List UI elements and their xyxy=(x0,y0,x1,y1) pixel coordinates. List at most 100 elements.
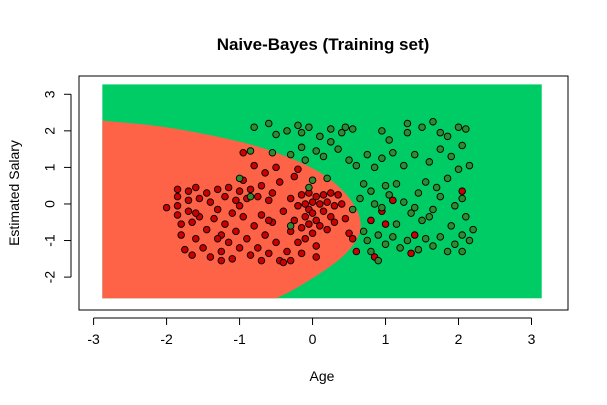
data-point-class-0 xyxy=(290,216,299,225)
data-point-class-1 xyxy=(250,123,258,131)
data-point-class-1 xyxy=(414,245,423,254)
data-point-class-1 xyxy=(283,127,291,135)
data-point-class-0 xyxy=(213,234,222,243)
x-axis-label: Age xyxy=(310,368,335,384)
data-point-class-1 xyxy=(348,205,357,214)
data-point-class-0 xyxy=(312,192,320,201)
y-tick-label: 2 xyxy=(42,127,58,135)
x-tick-label: 2 xyxy=(455,331,463,347)
data-point-class-1 xyxy=(410,203,419,212)
data-point-class-0 xyxy=(312,253,320,261)
data-point-class-1 xyxy=(407,209,415,217)
data-point-class-0 xyxy=(308,198,317,206)
data-point-class-1 xyxy=(418,123,426,131)
data-point-class-1 xyxy=(458,141,466,150)
data-point-class-1 xyxy=(367,247,375,256)
data-point-class-0 xyxy=(327,189,335,197)
data-point-class-0 xyxy=(221,192,229,201)
data-point-class-0 xyxy=(279,207,288,216)
data-point-class-1 xyxy=(458,231,466,239)
data-point-class-0 xyxy=(312,242,320,250)
data-point-class-1 xyxy=(454,165,463,173)
data-point-class-0 xyxy=(381,220,390,228)
data-point-class-0 xyxy=(250,161,258,170)
data-point-class-1 xyxy=(385,191,393,199)
data-point-class-1 xyxy=(327,138,335,146)
data-point-class-0 xyxy=(294,165,302,173)
data-point-class-0 xyxy=(305,220,313,228)
y-tick-label: 3 xyxy=(42,90,58,98)
data-point-class-1 xyxy=(447,222,455,230)
data-point-class-0 xyxy=(323,198,331,206)
data-point-class-1 xyxy=(370,163,379,172)
data-point-class-0 xyxy=(316,222,324,230)
data-point-class-0 xyxy=(279,258,288,267)
data-point-class-1 xyxy=(378,127,386,135)
data-point-class-1 xyxy=(286,222,295,230)
data-point-class-1 xyxy=(436,145,445,153)
data-point-class-0 xyxy=(323,225,331,234)
data-point-class-0 xyxy=(213,205,222,214)
data-point-class-0 xyxy=(337,200,346,208)
data-point-class-0 xyxy=(246,185,255,194)
data-point-class-0 xyxy=(173,211,182,219)
y-tick-label: -2 xyxy=(42,271,58,284)
data-point-class-0 xyxy=(301,200,310,208)
data-point-class-1 xyxy=(294,121,302,130)
data-point-class-0 xyxy=(199,244,207,252)
data-point-class-0 xyxy=(232,196,240,205)
data-point-class-0 xyxy=(265,196,273,205)
data-point-class-0 xyxy=(283,247,291,256)
data-point-class-1 xyxy=(410,150,419,159)
x-tick-label: -3 xyxy=(87,331,100,347)
data-point-class-0 xyxy=(210,214,218,223)
data-point-class-0 xyxy=(294,202,302,210)
data-point-class-0 xyxy=(192,209,200,217)
data-point-class-1 xyxy=(421,178,430,186)
data-point-class-0 xyxy=(345,229,353,237)
data-point-class-1 xyxy=(425,158,434,166)
x-tick-label: 0 xyxy=(309,331,317,347)
plot-frame xyxy=(78,75,569,311)
data-point-class-0 xyxy=(254,244,262,252)
data-point-class-1 xyxy=(392,220,401,228)
data-point-class-1 xyxy=(381,240,390,248)
data-point-class-1 xyxy=(319,152,328,161)
data-point-class-1 xyxy=(356,194,364,203)
data-point-class-0 xyxy=(239,213,247,221)
data-point-class-0 xyxy=(301,213,310,221)
data-point-class-0 xyxy=(195,194,204,203)
data-point-class-0 xyxy=(261,231,269,239)
data-points xyxy=(162,117,477,267)
data-point-class-0 xyxy=(181,245,189,254)
data-point-class-1 xyxy=(265,119,273,128)
data-point-class-1 xyxy=(327,125,335,133)
data-point-class-0 xyxy=(458,187,466,195)
data-point-class-0 xyxy=(410,231,419,239)
data-point-class-0 xyxy=(184,196,193,205)
data-point-class-0 xyxy=(217,247,226,256)
data-point-class-0 xyxy=(352,247,361,256)
data-point-class-0 xyxy=(341,214,350,223)
data-point-class-1 xyxy=(378,203,386,212)
data-point-class-0 xyxy=(294,238,302,247)
data-point-class-0 xyxy=(250,222,258,230)
data-point-class-0 xyxy=(177,231,185,239)
data-point-class-1 xyxy=(436,128,445,137)
data-point-class-1 xyxy=(341,123,350,131)
data-point-class-1 xyxy=(425,213,434,221)
data-point-class-0 xyxy=(232,227,240,236)
data-point-class-0 xyxy=(367,216,375,225)
data-point-class-0 xyxy=(330,202,339,210)
data-point-class-0 xyxy=(224,238,233,247)
data-point-class-0 xyxy=(224,183,233,192)
data-point-class-0 xyxy=(173,185,182,194)
y-tick-label: 1 xyxy=(42,163,58,171)
data-point-class-1 xyxy=(454,123,463,131)
data-point-class-0 xyxy=(239,149,247,157)
data-point-class-1 xyxy=(352,161,361,170)
data-point-class-0 xyxy=(265,249,273,258)
data-point-class-0 xyxy=(235,202,244,210)
data-point-class-1 xyxy=(465,236,474,245)
